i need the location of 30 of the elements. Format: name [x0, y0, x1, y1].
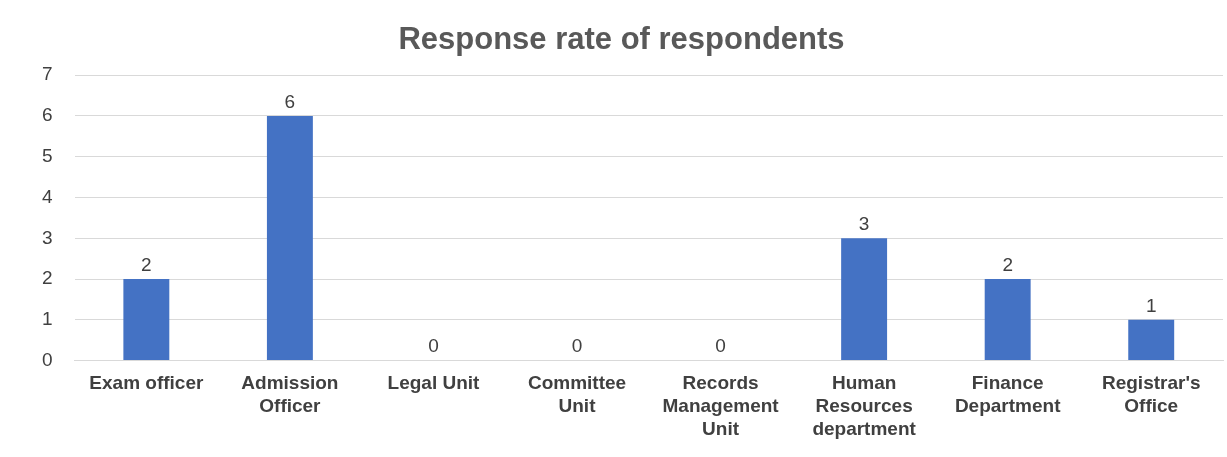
y-tick-label: 6	[41, 104, 53, 126]
data-label: 2	[1002, 253, 1013, 275]
y-tick-label: 0	[41, 348, 53, 370]
bar	[984, 279, 1031, 361]
x-tick-label: Committee Unit	[527, 372, 627, 417]
x-tick-label: Human Resources department	[812, 372, 917, 439]
y-tick-label: 3	[41, 226, 53, 248]
x-tick-label: Records Management Unit	[662, 372, 780, 439]
bar	[841, 238, 888, 361]
data-label: 1	[1145, 294, 1157, 316]
bar	[266, 115, 313, 361]
data-label: 6	[284, 90, 296, 112]
data-label: 3	[858, 213, 870, 235]
data-label: 0	[715, 335, 726, 357]
x-tick-label: Admission Officer	[241, 372, 339, 417]
bar	[123, 279, 170, 361]
chart-title: Response rate of respondents	[398, 21, 845, 57]
y-tick-label: 2	[41, 267, 53, 289]
y-tick-label: 7	[41, 63, 53, 85]
x-tick-label: Finance Department	[954, 372, 1062, 417]
y-tick-label: 1	[41, 308, 53, 330]
x-tick-label: Legal Unit	[387, 372, 481, 394]
data-label: 0	[571, 335, 583, 357]
x-tick-label: Registrar's Office	[1101, 372, 1201, 417]
bar	[1128, 319, 1175, 361]
y-tick-label: 5	[41, 144, 53, 166]
x-tick-label: Exam officer	[89, 372, 204, 394]
data-label: 2	[141, 253, 152, 275]
data-label: 0	[428, 335, 439, 357]
y-tick-label: 4	[41, 185, 53, 207]
